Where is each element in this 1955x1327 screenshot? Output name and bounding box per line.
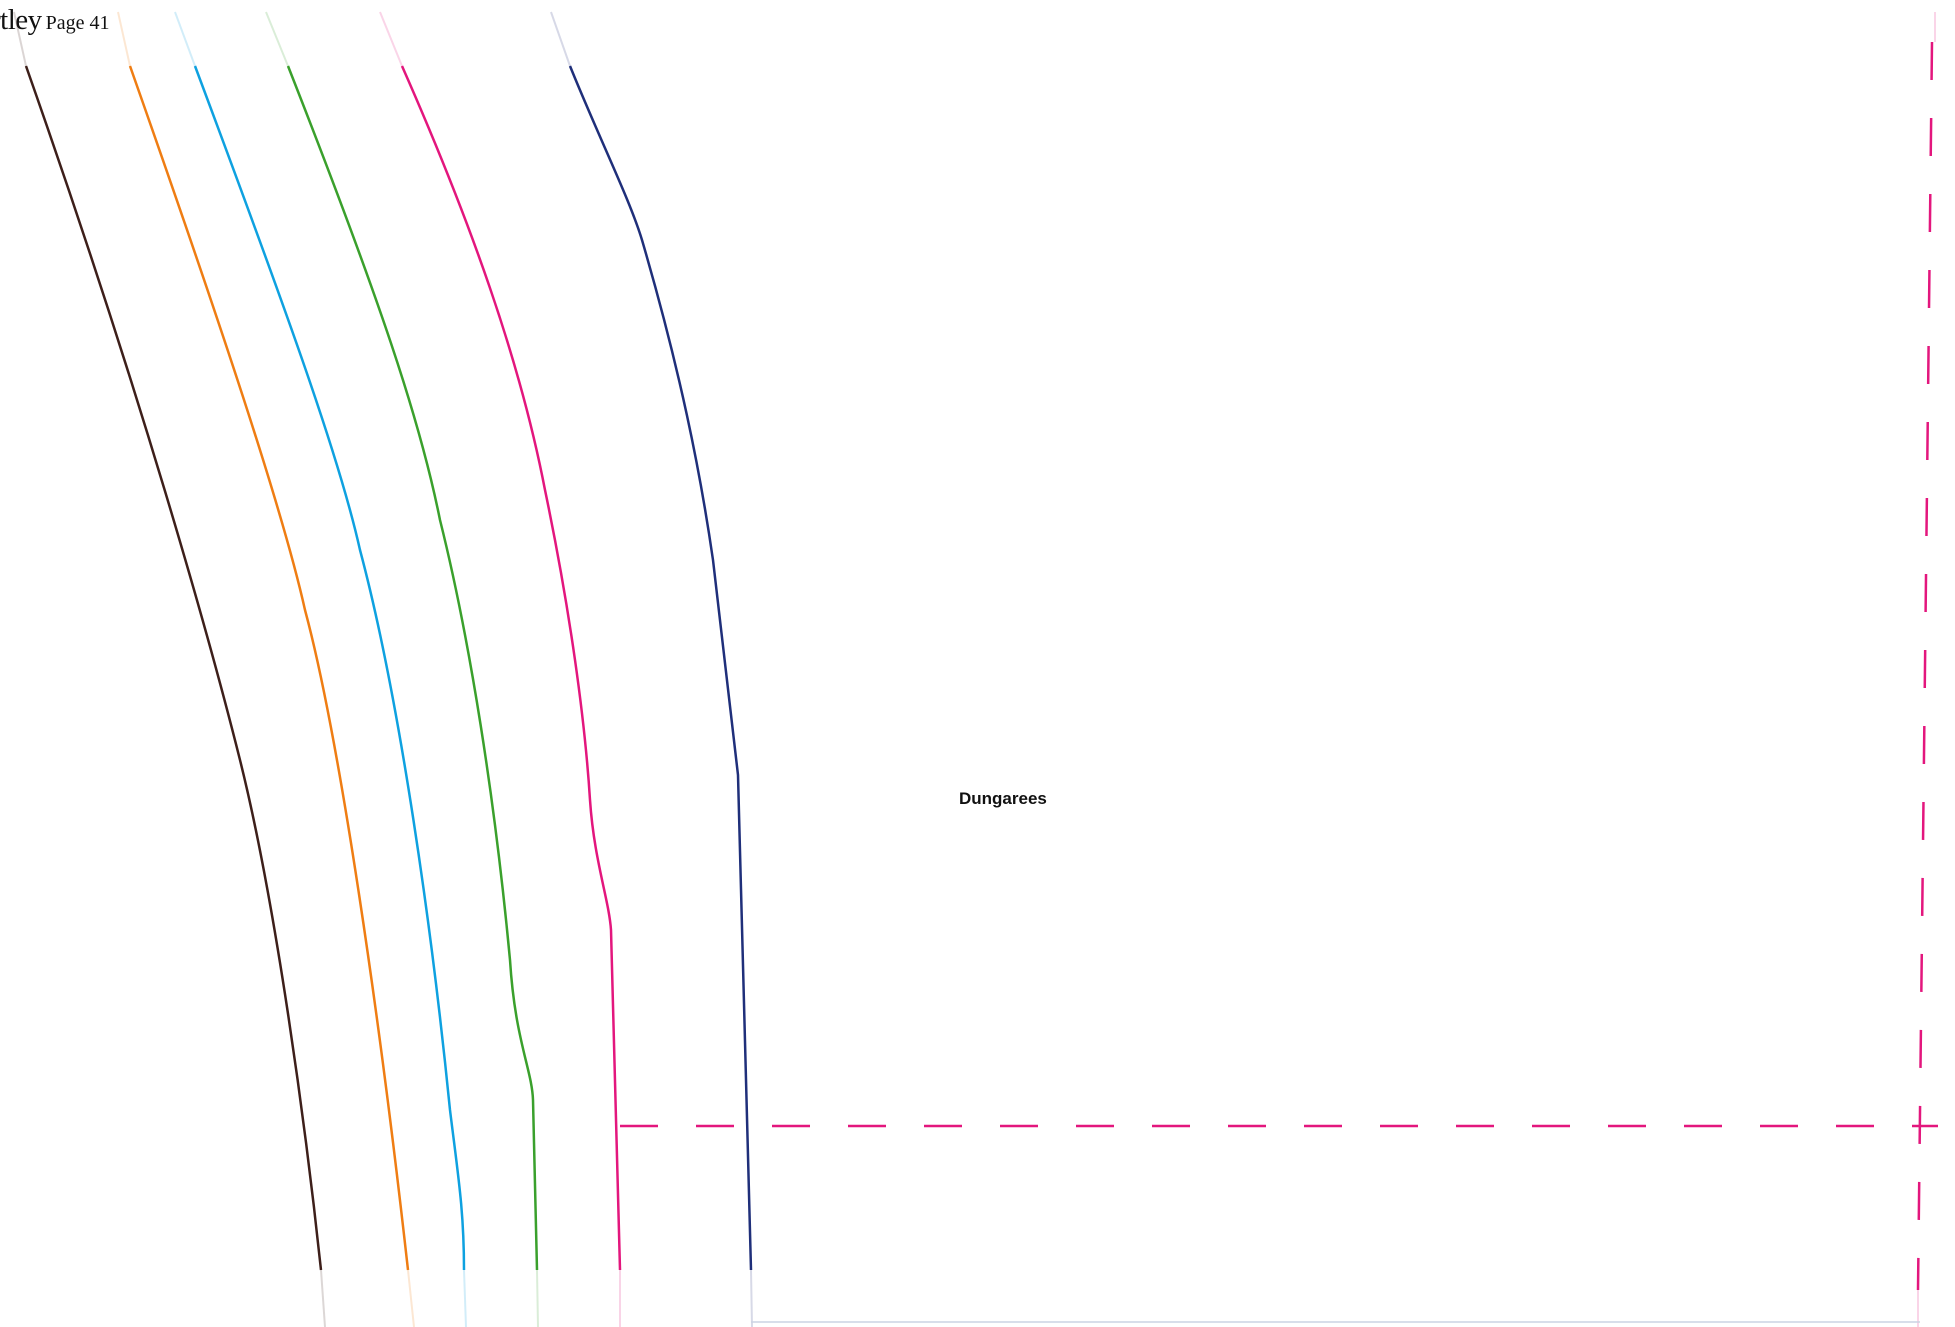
size-line-2 (128, 65, 410, 1271)
size-line-4 (286, 65, 539, 1271)
size-line-1 (24, 65, 323, 1271)
piece-label: Dungarees (959, 789, 1047, 808)
brand-name: rtley (0, 4, 42, 36)
size-line-3 (193, 65, 466, 1271)
page-join-marks (13, 11, 1936, 1327)
seam-allowance-vertical (1916, 41, 1934, 1291)
size-line-6 (568, 65, 753, 1271)
size-line-5 (400, 65, 622, 1271)
page-number: Page 41 (45, 12, 110, 34)
page-header: rtleyPage 41 (0, 4, 110, 37)
